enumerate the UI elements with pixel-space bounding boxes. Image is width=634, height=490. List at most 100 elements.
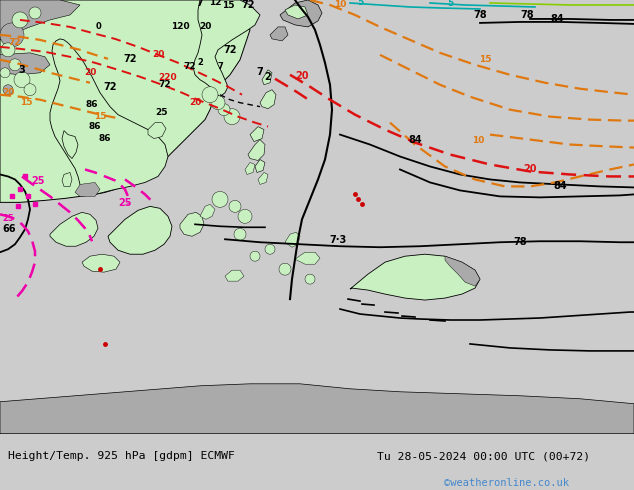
Circle shape	[0, 23, 24, 47]
Polygon shape	[0, 0, 250, 202]
Text: 3: 3	[18, 65, 25, 75]
Text: 84: 84	[550, 14, 564, 24]
Circle shape	[9, 59, 21, 71]
Circle shape	[279, 263, 291, 275]
Text: 84: 84	[553, 181, 567, 192]
Circle shape	[12, 12, 28, 28]
Text: 86: 86	[86, 100, 98, 109]
Polygon shape	[248, 140, 265, 161]
Text: 10: 10	[334, 0, 346, 9]
Circle shape	[265, 244, 275, 254]
Text: 15: 15	[479, 55, 491, 64]
Text: 20: 20	[199, 23, 211, 31]
Text: Tu 28-05-2024 00:00 UTC (00+72): Tu 28-05-2024 00:00 UTC (00+72)	[377, 451, 590, 461]
Text: 20: 20	[2, 88, 15, 97]
Text: 84: 84	[408, 135, 422, 145]
Text: 72: 72	[8, 38, 21, 47]
Text: 10: 10	[472, 136, 484, 145]
Polygon shape	[245, 163, 255, 174]
Polygon shape	[250, 126, 264, 142]
Polygon shape	[255, 160, 265, 172]
Polygon shape	[75, 182, 100, 196]
Circle shape	[1, 43, 15, 57]
Circle shape	[14, 72, 30, 88]
Circle shape	[224, 109, 240, 124]
Text: 25: 25	[119, 198, 132, 208]
Polygon shape	[225, 270, 244, 281]
Text: 7·3: 7·3	[330, 235, 347, 245]
Polygon shape	[295, 252, 320, 264]
Polygon shape	[180, 212, 204, 236]
Text: 86: 86	[99, 134, 111, 143]
Polygon shape	[262, 70, 272, 85]
Text: 15: 15	[20, 98, 32, 107]
Polygon shape	[258, 172, 268, 184]
Polygon shape	[285, 232, 300, 247]
Circle shape	[234, 228, 246, 240]
Polygon shape	[200, 204, 215, 220]
Text: 72: 72	[123, 54, 137, 64]
Text: 72: 72	[242, 0, 255, 10]
Polygon shape	[260, 90, 276, 109]
Polygon shape	[350, 254, 480, 300]
Text: 72: 72	[184, 62, 197, 71]
Polygon shape	[285, 5, 308, 19]
Text: 2: 2	[264, 72, 271, 82]
Text: 25: 25	[156, 108, 168, 117]
Text: 66: 66	[3, 224, 16, 234]
Circle shape	[229, 200, 241, 212]
Text: 12: 12	[209, 0, 221, 7]
Circle shape	[3, 85, 13, 95]
Polygon shape	[445, 256, 480, 286]
Text: 25: 25	[2, 214, 14, 223]
Circle shape	[250, 251, 260, 261]
Text: 25: 25	[31, 176, 45, 186]
Polygon shape	[280, 0, 322, 27]
Text: 78: 78	[513, 237, 527, 247]
Text: 7: 7	[257, 67, 263, 77]
Text: 15: 15	[94, 112, 107, 121]
Text: Height/Temp. 925 hPa [gdpm] ECMWF: Height/Temp. 925 hPa [gdpm] ECMWF	[8, 451, 235, 461]
Text: 20: 20	[84, 68, 96, 77]
Circle shape	[211, 96, 225, 110]
Text: 78: 78	[520, 10, 534, 20]
Polygon shape	[62, 131, 78, 158]
Polygon shape	[270, 27, 288, 41]
Text: 20: 20	[523, 165, 537, 174]
Circle shape	[29, 7, 41, 19]
Text: 78: 78	[473, 10, 487, 20]
Polygon shape	[62, 172, 72, 186]
Circle shape	[24, 84, 36, 96]
Text: 72: 72	[223, 45, 236, 55]
Circle shape	[238, 209, 252, 223]
Polygon shape	[0, 53, 50, 75]
Text: 15: 15	[222, 1, 234, 10]
Polygon shape	[50, 39, 168, 195]
Text: 72: 72	[158, 80, 171, 89]
Polygon shape	[0, 0, 80, 40]
Polygon shape	[0, 384, 634, 434]
Circle shape	[202, 87, 218, 103]
Text: 7: 7	[197, 0, 204, 8]
Polygon shape	[50, 212, 98, 246]
Text: ©weatheronline.co.uk: ©weatheronline.co.uk	[444, 478, 569, 488]
Polygon shape	[193, 0, 260, 97]
Text: 220: 220	[158, 73, 178, 82]
Text: 5: 5	[357, 0, 363, 7]
Polygon shape	[148, 122, 166, 139]
Text: 20: 20	[189, 98, 201, 107]
Text: 0: 0	[95, 23, 101, 31]
Text: 86: 86	[89, 122, 101, 131]
Circle shape	[0, 68, 10, 78]
Text: 7: 7	[217, 62, 223, 71]
Text: 2: 2	[197, 58, 203, 67]
Text: 20: 20	[295, 71, 309, 81]
Text: 120: 120	[171, 23, 190, 31]
Circle shape	[305, 274, 315, 284]
Polygon shape	[108, 206, 172, 254]
Text: 72: 72	[103, 82, 117, 92]
Circle shape	[212, 192, 228, 207]
Text: 5: 5	[447, 0, 453, 8]
Text: 20: 20	[152, 50, 164, 59]
Circle shape	[218, 104, 230, 116]
